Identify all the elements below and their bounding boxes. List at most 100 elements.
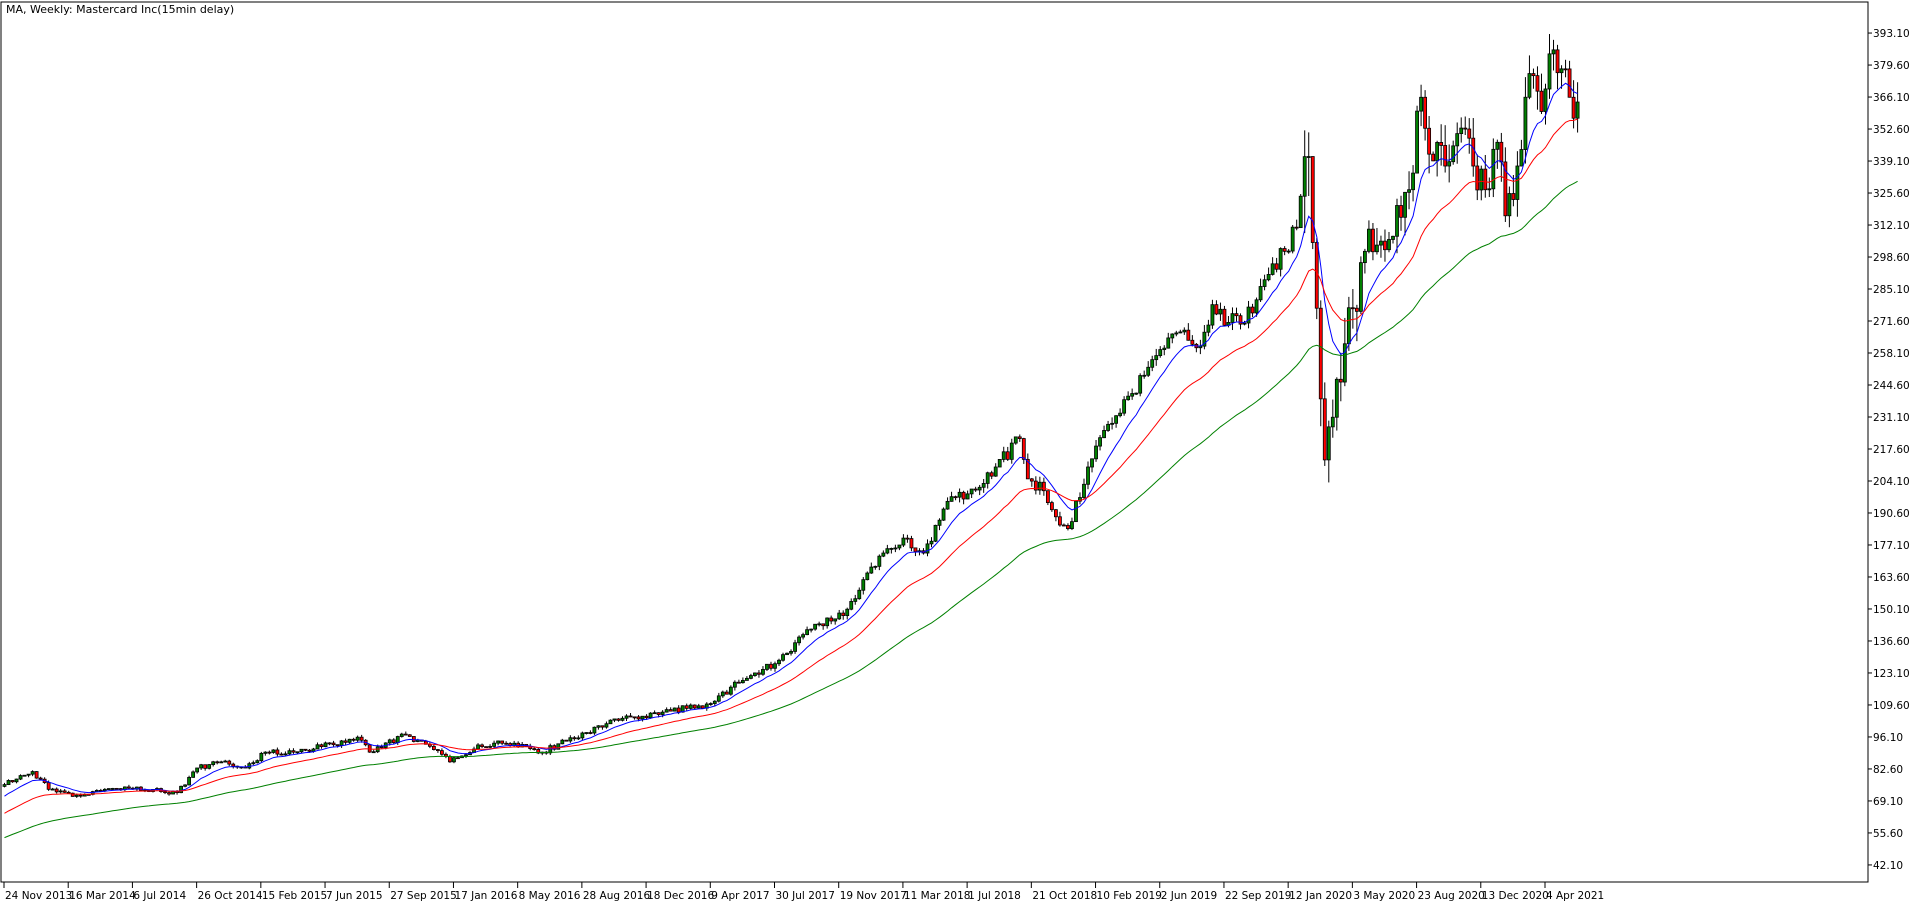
candle (1049, 500, 1054, 512)
bear-candle-body (668, 709, 673, 712)
bear-candle-body (644, 715, 649, 719)
candle (1302, 130, 1307, 234)
candle (1274, 257, 1279, 273)
candle (745, 676, 749, 681)
bull-candle-body (102, 788, 107, 792)
candle (2, 782, 7, 788)
candle (668, 707, 673, 712)
bull-candle-body (937, 519, 942, 526)
bull-candle-body (1459, 127, 1464, 135)
bull-candle-body (1162, 347, 1167, 351)
bear-candle-body (427, 743, 432, 747)
candle (1246, 300, 1251, 329)
date-tick-label: 18 Dec 2016 (647, 890, 714, 902)
bull-candle-body (1130, 393, 1135, 397)
candle (279, 752, 284, 756)
candle (813, 623, 818, 631)
bull-candle-body (1158, 349, 1163, 357)
candle (1371, 223, 1375, 261)
candle (572, 735, 577, 741)
bull-candle-body (1118, 412, 1123, 417)
candle (10, 780, 15, 783)
bull-candle-body (881, 552, 886, 557)
bull-candle-body (873, 565, 878, 568)
date-tick-label: 1 Jul 2018 (968, 890, 1021, 902)
candle (1194, 342, 1199, 353)
candle (480, 743, 484, 749)
bear-candle-body (829, 617, 834, 622)
bull-candle-body (259, 752, 264, 762)
candle (399, 732, 404, 738)
bull-candle-body (1358, 262, 1363, 312)
candle (319, 743, 324, 749)
bull-candle-body (817, 623, 822, 626)
candle (825, 617, 830, 629)
candle (351, 737, 356, 742)
bear-candle-body (724, 691, 729, 695)
bull-candle-body (560, 739, 565, 745)
candles (2, 34, 1580, 798)
bull-candle-body (612, 718, 617, 721)
bear-candle-body (1463, 127, 1468, 130)
price-tick-label: 258.10 (1873, 348, 1910, 360)
candle (993, 463, 998, 477)
bear-candle-body (656, 712, 661, 715)
candle (1154, 348, 1159, 366)
candle (34, 771, 39, 779)
candle (564, 739, 569, 742)
bear-candle-body (480, 744, 484, 748)
candle (596, 725, 601, 730)
bull-candle-body (1078, 497, 1082, 502)
bull-candle-body (1346, 307, 1351, 345)
date-tick-label: 19 Nov 2017 (840, 890, 907, 902)
candle (901, 534, 906, 548)
candle (1451, 140, 1456, 165)
bull-candle-body (624, 715, 629, 719)
candle (1314, 238, 1319, 320)
candle (259, 751, 264, 763)
candle (1354, 304, 1359, 342)
candle (1427, 115, 1432, 174)
bull-candle-body (945, 500, 950, 510)
bull-candle-body (740, 680, 745, 684)
date-tick-label: 27 Sep 2015 (390, 890, 457, 902)
bull-candle-body (893, 547, 898, 550)
bull-candle-body (287, 750, 292, 755)
bull-candle-body (1411, 172, 1415, 191)
candle (985, 471, 990, 489)
price-axis[interactable]: 393.10 379.60 366.10 352.60 339.10 325.60 312.… (1868, 28, 1910, 872)
bull-candle-body (1451, 145, 1456, 163)
price-tick-label: 244.60 (1873, 380, 1910, 392)
bull-candle-body (688, 704, 693, 709)
bull-candle-body (299, 748, 304, 753)
candle (1571, 80, 1576, 129)
bull-candle-body (869, 566, 874, 574)
candle (732, 680, 737, 691)
bull-candle-body (1182, 329, 1187, 333)
bull-candle-body (837, 612, 842, 620)
candle (720, 690, 725, 698)
chart-frame (0, 1, 1869, 883)
bull-candle-body (1110, 422, 1114, 425)
candle (1419, 84, 1423, 127)
bear-candle-body (684, 705, 689, 709)
bear-candle-body (303, 748, 308, 751)
bull-candle-body (179, 785, 183, 794)
bear-candle-body (1310, 156, 1315, 243)
bull-candle-body (1166, 337, 1171, 349)
date-tick-label: 13 Dec 2020 (1482, 890, 1549, 902)
candle (700, 705, 705, 709)
candle (1551, 39, 1556, 71)
bull-candle-body (323, 742, 328, 748)
bull-candle-body (1246, 306, 1251, 324)
candle (291, 748, 296, 754)
candle (941, 507, 946, 521)
candle (628, 713, 633, 718)
bear-candle-body (1563, 68, 1568, 71)
candle (885, 544, 890, 555)
bull-candle-body (1543, 88, 1548, 112)
candle (1523, 77, 1528, 164)
date-tick-label: 8 May 2016 (519, 890, 581, 902)
